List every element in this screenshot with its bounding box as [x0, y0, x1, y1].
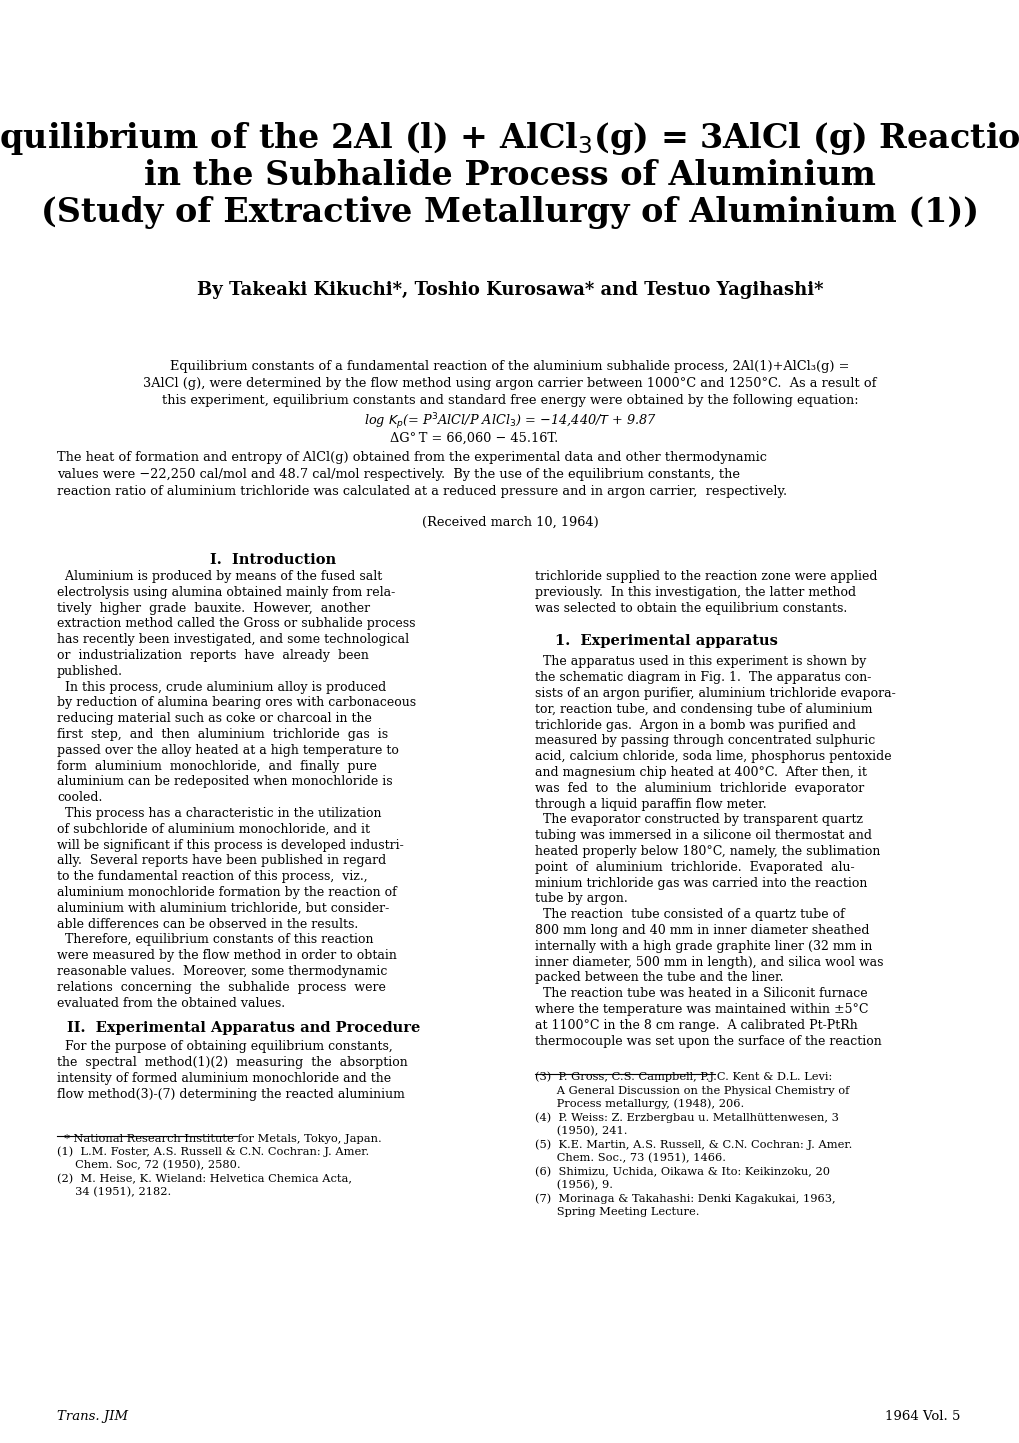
Text: trichloride gas.  Argon in a bomb was purified and: trichloride gas. Argon in a bomb was pur…: [535, 719, 855, 732]
Text: aluminium can be redeposited when monochloride is: aluminium can be redeposited when monoch…: [57, 775, 392, 788]
Text: (1)  L.M. Foster, A.S. Russell & C.N. Cochran: J. Amer.: (1) L.M. Foster, A.S. Russell & C.N. Coc…: [57, 1147, 369, 1157]
Text: intensity of formed aluminium monochloride and the: intensity of formed aluminium monochlori…: [57, 1072, 390, 1085]
Text: (5)  K.E. Martin, A.S. Russell, & C.N. Cochran: J. Amer.: (5) K.E. Martin, A.S. Russell, & C.N. Co…: [535, 1140, 852, 1150]
Text: The heat of formation and entropy of AlCl(g) obtained from the experimental data: The heat of formation and entropy of AlC…: [57, 452, 766, 465]
Text: * National Research Institute for Metals, Tokyo, Japan.: * National Research Institute for Metals…: [57, 1134, 381, 1144]
Text: I.  Introduction: I. Introduction: [210, 553, 336, 567]
Text: internally with a high grade graphite liner (32 mm in: internally with a high grade graphite li…: [535, 939, 871, 952]
Text: was  fed  to  the  aluminium  trichloride  evaporator: was fed to the aluminium trichloride eva…: [535, 782, 863, 795]
Text: (3)  P. Gross, C.S. Campbell, P.J.C. Kent & D.L. Levi:: (3) P. Gross, C.S. Campbell, P.J.C. Kent…: [535, 1072, 832, 1082]
Text: (2)  M. Heise, K. Wieland: Helvetica Chemica Acta,: (2) M. Heise, K. Wieland: Helvetica Chem…: [57, 1173, 352, 1185]
Text: were measured by the flow method in order to obtain: were measured by the flow method in orde…: [57, 949, 396, 962]
Text: reaction ratio of aluminium trichloride was calculated at a reduced pressure and: reaction ratio of aluminium trichloride …: [57, 485, 787, 498]
Text: where the temperature was maintained within ±5°C: where the temperature was maintained wit…: [535, 1003, 867, 1016]
Text: A General Discussion on the Physical Chemistry of: A General Discussion on the Physical Che…: [535, 1087, 849, 1095]
Text: (4)  P. Weiss: Z. Erzbergbau u. Metallhüttenwesen, 3: (4) P. Weiss: Z. Erzbergbau u. Metallhüt…: [535, 1113, 838, 1123]
Text: the  spectral  method(1)(2)  measuring  the  absorption: the spectral method(1)(2) measuring the …: [57, 1056, 408, 1069]
Text: tubing was immersed in a silicone oil thermostat and: tubing was immersed in a silicone oil th…: [535, 830, 871, 843]
Text: extraction method called the Gross or subhalide process: extraction method called the Gross or su…: [57, 618, 415, 631]
Text: will be significant if this process is developed industri-: will be significant if this process is d…: [57, 838, 404, 851]
Text: measured by passing through concentrated sulphuric: measured by passing through concentrated…: [535, 734, 874, 747]
Text: Equilibrium of the 2Al (l) + AlCl$_3$(g) = 3AlCl (g) Reaction: Equilibrium of the 2Al (l) + AlCl$_3$(g)…: [0, 120, 1019, 157]
Text: packed between the tube and the liner.: packed between the tube and the liner.: [535, 971, 783, 984]
Text: was selected to obtain the equilibrium constants.: was selected to obtain the equilibrium c…: [535, 602, 847, 615]
Text: heated properly below 180°C, namely, the sublimation: heated properly below 180°C, namely, the…: [535, 846, 879, 859]
Text: flow method(3)-(7) determining the reacted aluminium: flow method(3)-(7) determining the react…: [57, 1088, 405, 1101]
Text: (7)  Morinaga & Takahashi: Denki Kagakukai, 1963,: (7) Morinaga & Takahashi: Denki Kagakuka…: [535, 1193, 835, 1203]
Text: (Study of Extractive Metallurgy of Aluminium (1)): (Study of Extractive Metallurgy of Alumi…: [41, 196, 978, 229]
Text: by reduction of alumina bearing ores with carbonaceous: by reduction of alumina bearing ores wit…: [57, 697, 416, 710]
Text: The reaction  tube consisted of a quartz tube of: The reaction tube consisted of a quartz …: [535, 908, 844, 921]
Text: trichloride supplied to the reaction zone were applied: trichloride supplied to the reaction zon…: [535, 570, 876, 583]
Text: 34 (1951), 2182.: 34 (1951), 2182.: [57, 1188, 171, 1198]
Text: Chem. Soc., 73 (1951), 1466.: Chem. Soc., 73 (1951), 1466.: [535, 1153, 726, 1163]
Text: ally.  Several reports have been published in regard: ally. Several reports have been publishe…: [57, 854, 386, 867]
Text: Process metallurgy, (1948), 206.: Process metallurgy, (1948), 206.: [535, 1098, 744, 1110]
Text: ΔG° T = 66,060 − 45.16T.: ΔG° T = 66,060 − 45.16T.: [389, 431, 557, 444]
Text: minium trichloride gas was carried into the reaction: minium trichloride gas was carried into …: [535, 876, 866, 889]
Text: electrolysis using alumina obtained mainly from rela-: electrolysis using alumina obtained main…: [57, 586, 395, 599]
Text: aluminium monochloride formation by the reaction of: aluminium monochloride formation by the …: [57, 886, 396, 899]
Text: The apparatus used in this experiment is shown by: The apparatus used in this experiment is…: [535, 655, 865, 668]
Text: II.  Experimental Apparatus and Procedure: II. Experimental Apparatus and Procedure: [67, 1022, 420, 1036]
Text: 3AlCl (g), were determined by the flow method using argon carrier between 1000°C: 3AlCl (g), were determined by the flow m…: [144, 377, 875, 390]
Text: relations  concerning  the  subhalide  process  were: relations concerning the subhalide proce…: [57, 981, 385, 994]
Text: Aluminium is produced by means of the fused salt: Aluminium is produced by means of the fu…: [57, 570, 382, 583]
Text: point  of  aluminium  trichloride.  Evaporated  alu-: point of aluminium trichloride. Evaporat…: [535, 861, 854, 874]
Text: of subchloride of aluminium monochloride, and it: of subchloride of aluminium monochloride…: [57, 823, 370, 835]
Text: and magnesium chip heated at 400°C.  After then, it: and magnesium chip heated at 400°C. Afte…: [535, 766, 866, 779]
Text: By Takeaki Kikuchi*, Toshio Kurosawa* and Testuo Yagihashi*: By Takeaki Kikuchi*, Toshio Kurosawa* an…: [197, 281, 822, 299]
Text: (1950), 241.: (1950), 241.: [535, 1126, 627, 1137]
Text: cooled.: cooled.: [57, 791, 102, 804]
Text: has recently been investigated, and some technological: has recently been investigated, and some…: [57, 633, 409, 646]
Text: aluminium with aluminium trichloride, but consider-: aluminium with aluminium trichloride, bu…: [57, 902, 389, 915]
Text: tor, reaction tube, and condensing tube of aluminium: tor, reaction tube, and condensing tube …: [535, 703, 871, 716]
Text: published.: published.: [57, 665, 123, 678]
Text: passed over the alloy heated at a high temperature to: passed over the alloy heated at a high t…: [57, 743, 398, 756]
Text: previously.  In this investigation, the latter method: previously. In this investigation, the l…: [535, 586, 855, 599]
Text: the schematic diagram in Fig. 1.  The apparatus con-: the schematic diagram in Fig. 1. The app…: [535, 671, 870, 684]
Text: (6)  Shimizu, Uchida, Oikawa & Ito: Keikinzoku, 20: (6) Shimizu, Uchida, Oikawa & Ito: Keiki…: [535, 1166, 829, 1177]
Text: This process has a characteristic in the utilization: This process has a characteristic in the…: [57, 807, 381, 820]
Text: through a liquid paraffin flow meter.: through a liquid paraffin flow meter.: [535, 798, 766, 811]
Text: (1956), 9.: (1956), 9.: [535, 1180, 612, 1190]
Text: values were −22,250 cal/mol and 48.7 cal/mol respectively.  By the use of the eq: values were −22,250 cal/mol and 48.7 cal…: [57, 468, 739, 481]
Text: The reaction tube was heated in a Siliconit furnace: The reaction tube was heated in a Silico…: [535, 987, 867, 1000]
Text: at 1100°C in the 8 cm range.  A calibrated Pt-PtRh: at 1100°C in the 8 cm range. A calibrate…: [535, 1019, 857, 1032]
Text: 1.  Experimental apparatus: 1. Experimental apparatus: [554, 635, 777, 648]
Text: Chem. Soc, 72 (1950), 2580.: Chem. Soc, 72 (1950), 2580.: [57, 1160, 240, 1170]
Text: first  step,  and  then  aluminium  trichloride  gas  is: first step, and then aluminium trichlori…: [57, 729, 388, 742]
Text: tube by argon.: tube by argon.: [535, 892, 627, 905]
Text: in the Subhalide Process of Aluminium: in the Subhalide Process of Aluminium: [144, 159, 875, 192]
Text: (Received march 10, 1964): (Received march 10, 1964): [421, 517, 598, 530]
Text: acid, calcium chloride, soda lime, phosphorus pentoxide: acid, calcium chloride, soda lime, phosp…: [535, 750, 891, 763]
Text: 800 mm long and 40 mm in inner diameter sheathed: 800 mm long and 40 mm in inner diameter …: [535, 924, 868, 937]
Text: In this process, crude aluminium alloy is produced: In this process, crude aluminium alloy i…: [57, 681, 386, 694]
Text: The evaporator constructed by transparent quartz: The evaporator constructed by transparen…: [535, 814, 862, 827]
Text: Trans. JIM: Trans. JIM: [57, 1410, 128, 1423]
Text: tively  higher  grade  bauxite.  However,  another: tively higher grade bauxite. However, an…: [57, 602, 370, 615]
Text: For the purpose of obtaining equilibrium constants,: For the purpose of obtaining equilibrium…: [57, 1040, 392, 1053]
Text: or  industrialization  reports  have  already  been: or industrialization reports have alread…: [57, 649, 369, 662]
Text: form  aluminium  monochloride,  and  finally  pure: form aluminium monochloride, and finally…: [57, 759, 376, 772]
Text: 1964 Vol. 5: 1964 Vol. 5: [883, 1410, 959, 1423]
Text: able differences can be observed in the results.: able differences can be observed in the …: [57, 918, 358, 931]
Text: Spring Meeting Lecture.: Spring Meeting Lecture.: [535, 1208, 699, 1218]
Text: evaluated from the obtained values.: evaluated from the obtained values.: [57, 997, 285, 1010]
Text: Therefore, equilibrium constants of this reaction: Therefore, equilibrium constants of this…: [57, 934, 373, 947]
Text: reasonable values.  Moreover, some thermodynamic: reasonable values. Moreover, some thermo…: [57, 965, 387, 978]
Text: sists of an argon purifier, aluminium trichloride evapora-: sists of an argon purifier, aluminium tr…: [535, 687, 895, 700]
Text: inner diameter, 500 mm in length), and silica wool was: inner diameter, 500 mm in length), and s…: [535, 955, 882, 968]
Text: log $K_p$(= P$^3$AlCl/P AlCl$_3$) = $-$14,440/$T$ + 9.87: log $K_p$(= P$^3$AlCl/P AlCl$_3$) = $-$1…: [364, 411, 655, 431]
Text: to the fundamental reaction of this process,  viz.,: to the fundamental reaction of this proc…: [57, 870, 367, 883]
Text: this experiment, equilibrium constants and standard free energy were obtained by: this experiment, equilibrium constants a…: [162, 394, 857, 407]
Text: thermocouple was set upon the surface of the reaction: thermocouple was set upon the surface of…: [535, 1035, 880, 1048]
Text: Equilibrium constants of a fundamental reaction of the aluminium subhalide proce: Equilibrium constants of a fundamental r…: [170, 359, 849, 372]
Text: reducing material such as coke or charcoal in the: reducing material such as coke or charco…: [57, 713, 372, 726]
